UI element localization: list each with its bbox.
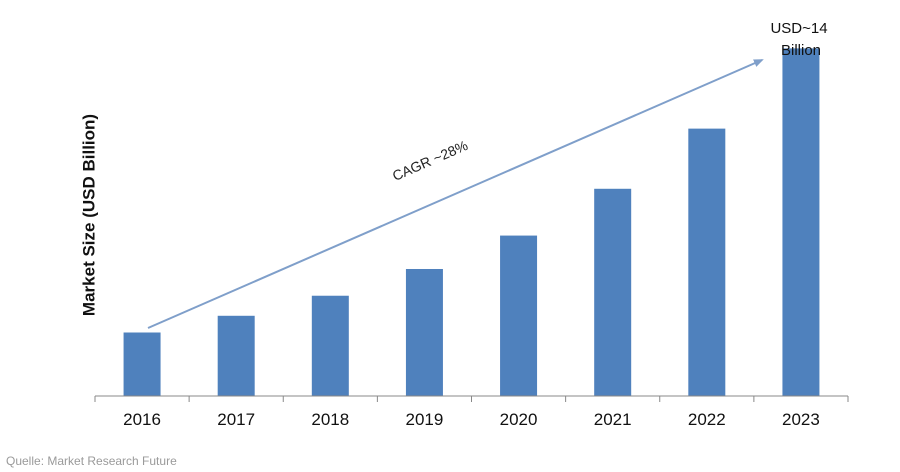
x-tick-labels: 2016 2017 2018 2019 2020 2021 2022 2023 [123,410,820,429]
cagr-label: CAGR ~28% [390,137,470,184]
bar-2016 [123,332,161,396]
y-axis-label: Market Size (USD Billion) [79,114,98,316]
bar-2022 [688,128,726,396]
bar-2019 [405,268,443,396]
final-value-label-line1: USD~14 [770,20,827,37]
bars-group [123,48,820,397]
bar-2018 [311,295,349,396]
x-tick-label-2020: 2020 [500,410,538,429]
bar-2020 [500,235,538,396]
x-tick-label-2022: 2022 [688,410,726,429]
x-axis [94,395,849,402]
bar-2023 [782,48,820,397]
bar-2021 [594,188,632,396]
x-tick-label-2016: 2016 [123,410,161,429]
cagr-arrow [147,59,764,329]
source-note: Quelle: Market Research Future [6,454,177,468]
x-tick-label-2023: 2023 [782,410,820,429]
x-tick-label-2021: 2021 [594,410,632,429]
bar-2017 [217,315,255,396]
x-tick-label-2018: 2018 [311,410,349,429]
final-value-label-line2: Billion [781,42,821,59]
x-tick-label-2017: 2017 [217,410,255,429]
x-tick-label-2019: 2019 [406,410,444,429]
